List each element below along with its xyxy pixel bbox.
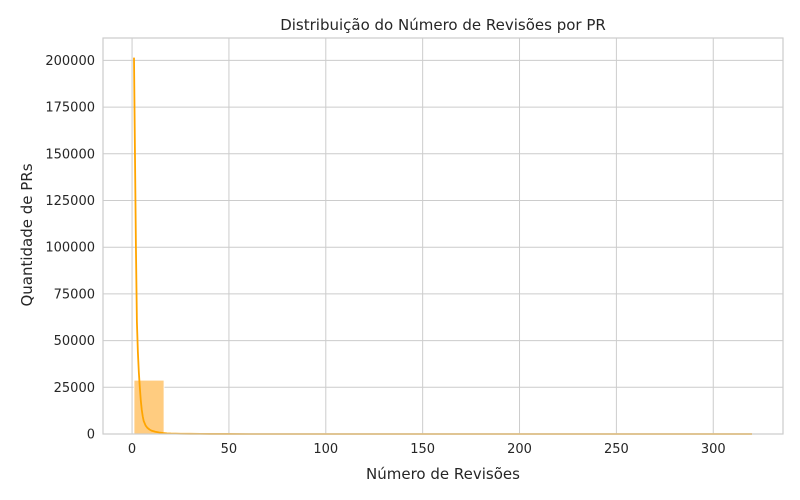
grid <box>103 38 783 435</box>
y-tick-label: 200000 <box>45 54 95 69</box>
x-tick-label: 200 <box>507 442 532 457</box>
y-tick-label: 25000 <box>54 381 95 396</box>
kde-curve <box>133 57 752 435</box>
x-tick-label: 300 <box>701 442 726 457</box>
y-tick-label: 75000 <box>54 287 95 302</box>
x-axis-title: Número de Revisões <box>366 465 520 483</box>
axes-frame <box>102 37 784 435</box>
x-tick-label: 100 <box>313 442 338 457</box>
plot-border <box>102 37 784 435</box>
histogram-bar <box>133 379 165 435</box>
y-tick-label: 150000 <box>45 147 95 162</box>
y-tick-label: 175000 <box>45 101 95 116</box>
kde-line <box>133 57 752 435</box>
x-tick-labels: 0 50 100 150 200 250 300 <box>128 442 726 457</box>
y-tick-label: 125000 <box>45 194 95 209</box>
x-tick-label: 0 <box>128 442 136 457</box>
x-tick-label: 150 <box>410 442 435 457</box>
y-tick-label: 100000 <box>45 241 95 256</box>
y-axis-title: Quantidade de PRs <box>18 163 36 306</box>
x-tick-label: 250 <box>604 442 629 457</box>
y-tick-labels: 0 25000 50000 75000 100000 125000 150000 175000… <box>45 54 95 443</box>
x-tick-label: 50 <box>221 442 238 457</box>
chart-title: Distribuição do Número de Revisões por P… <box>280 16 606 34</box>
y-tick-label: 0 <box>87 428 95 443</box>
y-tick-label: 50000 <box>54 334 95 349</box>
